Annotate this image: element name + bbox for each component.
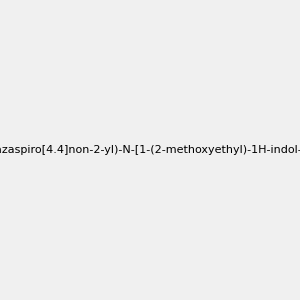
- Text: 2-(1,3-dioxo-2-azaspiro[4.4]non-2-yl)-N-[1-(2-methoxyethyl)-1H-indol-4-yl]acetam: 2-(1,3-dioxo-2-azaspiro[4.4]non-2-yl)-N-…: [0, 145, 300, 155]
